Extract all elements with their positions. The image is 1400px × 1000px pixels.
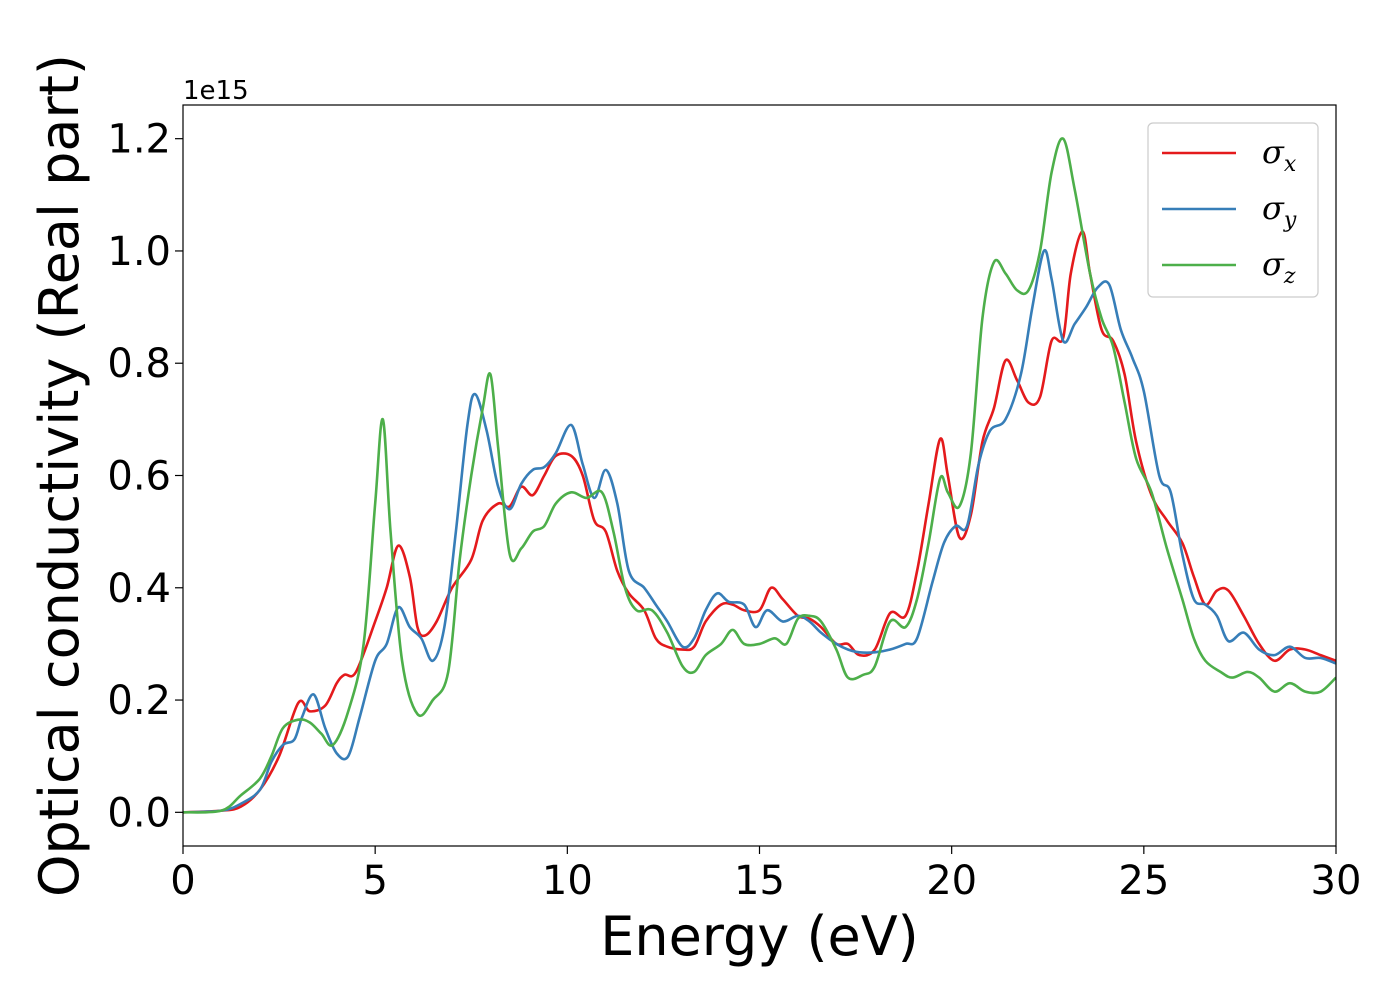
x-tick-label: 30 <box>1311 858 1362 904</box>
legend-subscript: y <box>1283 208 1297 233</box>
x-tick-label: 10 <box>542 858 593 904</box>
y-tick-label: 0.6 <box>107 454 171 500</box>
x-tick-label: 5 <box>362 858 387 904</box>
x-axis-label: Energy (eV) <box>600 905 919 968</box>
legend-label-z: σz <box>1262 245 1296 289</box>
legend-label-y: σy <box>1262 189 1297 233</box>
x-tick-label: 20 <box>926 858 977 904</box>
y-tick-label: 1.0 <box>107 229 171 275</box>
legend-label-x: σx <box>1262 133 1297 177</box>
series-line-z <box>183 137 1336 814</box>
series-line-x <box>183 230 1336 814</box>
series-line-y <box>183 248 1336 814</box>
legend-subscript: x <box>1284 152 1297 177</box>
y-axis-label: Optical conductivity (Real part) <box>28 54 91 897</box>
series-layer <box>183 137 1336 814</box>
legend-subscript: z <box>1283 264 1296 289</box>
ticks-layer: 0 5 10 15 20 25 30 0.0 0.2 0.4 0.6 0.8 1.0 1.2 <box>107 117 1361 904</box>
legend-symbol: σ <box>1262 133 1285 171</box>
y-tick-label: 0.8 <box>107 341 171 387</box>
y-tick-label: 0.4 <box>107 566 171 612</box>
legend-symbol: σ <box>1262 245 1285 283</box>
x-tick-label: 25 <box>1118 858 1169 904</box>
x-tick-label: 0 <box>170 858 195 904</box>
y-offset-label: 1e15 <box>183 76 249 106</box>
y-tick-label: 0.2 <box>107 678 171 724</box>
x-tick-label: 15 <box>734 858 785 904</box>
y-tick-label: 1.2 <box>107 117 171 163</box>
y-tick-label: 0.0 <box>107 790 171 836</box>
legend-symbol: σ <box>1262 189 1285 227</box>
